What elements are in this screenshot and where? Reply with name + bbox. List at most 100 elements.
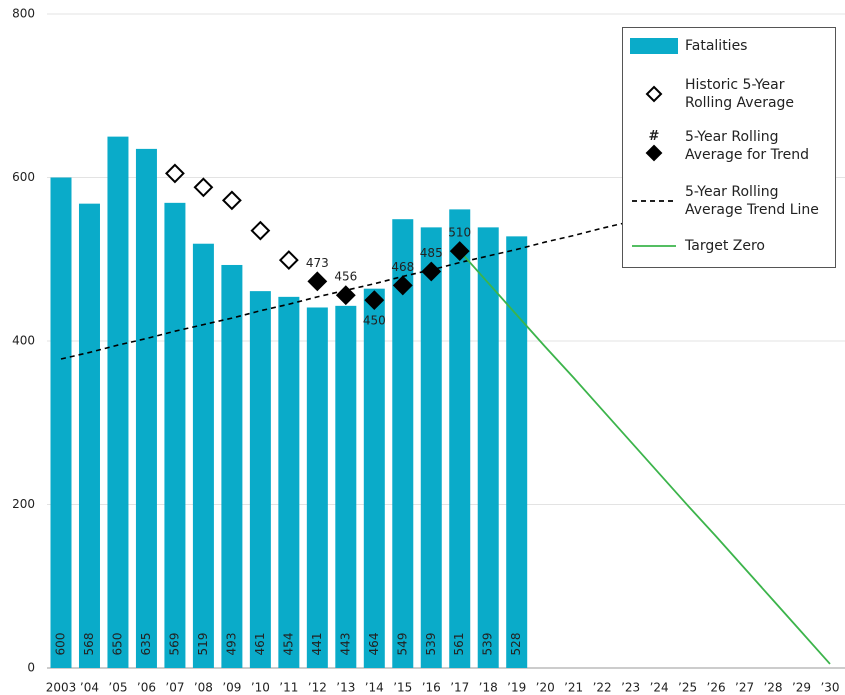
legend: Fatalities Historic 5-Year Rolling Averag…: [622, 27, 836, 268]
x-tick-label: ’21: [564, 681, 583, 695]
x-tick-label: ’19: [507, 681, 526, 695]
legend-symbol: #: [623, 130, 685, 163]
point-label: 510: [448, 226, 471, 240]
bar-value-label: 528: [509, 633, 523, 656]
x-tick-label: ’22: [593, 681, 612, 695]
legend-entry: 5-Year Rolling Average Trend Line: [623, 183, 835, 219]
x-tick-label: ’12: [308, 681, 327, 695]
x-tick-label: ’05: [108, 681, 127, 695]
legend-swatch: [632, 200, 676, 202]
x-tick-label: ’20: [536, 681, 555, 695]
bar: [335, 305, 357, 668]
bar-value-label: 650: [110, 633, 124, 656]
y-tick-label: 400: [12, 334, 35, 348]
legend-swatch: [645, 85, 663, 103]
x-tick-label: ’15: [393, 681, 412, 695]
bar: [50, 177, 72, 668]
legend-label: 5-Year Rolling Average for Trend: [685, 129, 809, 163]
x-tick-label: ’25: [678, 681, 697, 695]
bar-value-label: 561: [452, 633, 466, 656]
x-tick-label: ’30: [820, 681, 839, 695]
bar-value-label: 461: [253, 633, 267, 656]
legend-label: Fatalities: [685, 38, 748, 54]
point-label: 485: [420, 246, 443, 260]
legend-symbol: [623, 84, 685, 104]
point-label: 468: [391, 260, 414, 274]
bar: [449, 209, 471, 668]
x-tick-label: ’13: [336, 681, 355, 695]
marker: [278, 250, 299, 270]
marker: [250, 220, 271, 241]
legend-diamond: [645, 85, 663, 103]
bar-value-label: 635: [139, 633, 153, 656]
x-tick-label: ’14: [365, 681, 384, 695]
x-tick-label: ’26: [707, 681, 726, 695]
bar-value-label: 464: [367, 633, 381, 656]
bar-value-label: 549: [395, 633, 409, 656]
bar-value-label: 441: [310, 633, 324, 656]
x-tick-label: ’29: [792, 681, 811, 695]
bar: [164, 202, 186, 668]
marker: [421, 261, 442, 282]
legend-bar: [630, 38, 678, 54]
x-tick-label: ’06: [137, 681, 156, 695]
bar: [278, 296, 300, 668]
legend-diamond: [645, 144, 663, 161]
bar: [221, 264, 243, 668]
marker: [364, 290, 385, 311]
bar-value-label: 569: [167, 633, 181, 656]
legend-entry: #5-Year Rolling Average for Trend: [623, 128, 835, 164]
bar: [249, 291, 271, 668]
line: [459, 250, 831, 665]
marker: [193, 177, 214, 198]
bar: [363, 288, 385, 668]
x-tick-label: ’09: [222, 681, 241, 695]
legend-swatch: [630, 38, 678, 54]
x-tick-label: ’18: [479, 681, 498, 695]
bar: [477, 227, 499, 668]
bar: [135, 148, 157, 668]
bar-value-label: 539: [424, 633, 438, 656]
y-tick-label: 600: [12, 170, 35, 184]
legend-marker-label: #: [648, 128, 660, 144]
bar-value-label: 539: [481, 633, 495, 656]
legend-label: 5-Year Rolling Average Trend Line: [685, 184, 819, 218]
x-tick-label: ’10: [251, 681, 270, 695]
line: [60, 220, 631, 360]
x-tick-label: ’27: [735, 681, 754, 695]
x-tick-label: ’08: [194, 681, 213, 695]
legend-symbol: [623, 236, 685, 256]
bar: [78, 203, 100, 668]
bar: [420, 227, 442, 668]
bar: [306, 307, 328, 668]
point-label: 473: [306, 256, 329, 270]
x-tick-label: ’07: [165, 681, 184, 695]
point-label: 450: [363, 314, 386, 328]
bar-value-label: 568: [82, 633, 96, 656]
y-tick-label: 200: [12, 497, 35, 511]
legend-entry: Target Zero: [623, 236, 835, 256]
bar-value-label: 600: [54, 633, 68, 656]
legend-entry: Fatalities: [623, 36, 835, 56]
marker: [335, 285, 356, 306]
bar: [392, 219, 414, 668]
bar-value-label: 519: [196, 633, 210, 656]
bar-value-label: 493: [224, 633, 238, 656]
legend-symbol: [623, 191, 685, 211]
legend-entry: Historic 5-Year Rolling Average: [623, 76, 835, 112]
legend-swatch: [645, 144, 663, 161]
x-tick-label: ’04: [80, 681, 99, 695]
x-tick-label: ’24: [650, 681, 669, 695]
bar-value-label: 454: [281, 633, 295, 656]
marker: [307, 271, 328, 292]
legend-label: Historic 5-Year Rolling Average: [685, 77, 795, 111]
bar: [192, 243, 214, 668]
marker: [221, 190, 242, 211]
bar: [506, 236, 528, 669]
x-tick-label: ’17: [450, 681, 469, 695]
bar: [107, 136, 129, 668]
marker: [449, 241, 470, 261]
legend-symbol: [623, 36, 685, 56]
bar-value-label: 443: [338, 633, 352, 656]
